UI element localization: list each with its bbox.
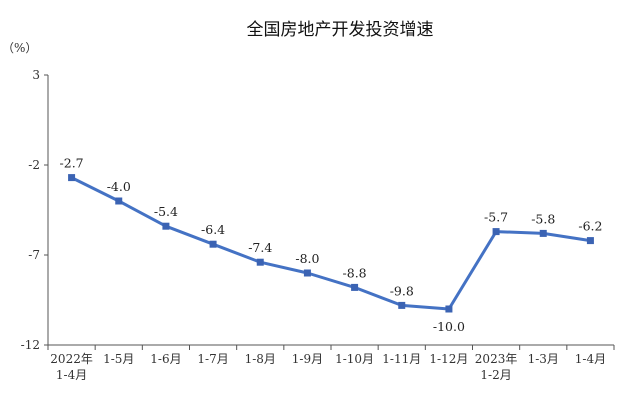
data-point	[162, 222, 170, 230]
x-tick-label-line: 1-3月	[528, 352, 559, 366]
data-point	[209, 240, 217, 248]
x-tick-label-line: 1-8月	[245, 352, 276, 366]
x-tick-label: 1-9月	[292, 352, 323, 366]
data-label: -8.0	[295, 251, 319, 266]
y-tick-label: -7	[28, 248, 40, 262]
x-tick-label: 1-11月	[382, 352, 421, 366]
data-point	[115, 197, 123, 205]
data-label: -5.7	[484, 210, 508, 225]
data-point	[68, 174, 76, 182]
data-point	[303, 269, 311, 277]
data-label: -4.0	[107, 179, 131, 194]
chart-title: 全国房地产开发投资增速	[247, 20, 434, 40]
data-point	[586, 237, 594, 245]
data-point	[445, 305, 453, 313]
data-point	[398, 301, 406, 309]
data-label: -9.8	[390, 283, 414, 298]
x-tick-label: 1-3月	[528, 352, 559, 366]
x-axis-ticks: 2022年 1-4月 1-5月 1-6月 1-7月 1-8月 1-9月 1-10月 1-11月 1…	[47, 345, 615, 382]
x-tick-label-line: 1-6月	[150, 352, 181, 366]
data-labels: -2.7 -4.0 -5.4 -6.4 -7.4 -8.0 -8.8 -9.8 -10.0 -5.…	[60, 156, 603, 334]
x-tick-label: 2022年 1-4月	[50, 352, 93, 382]
data-point	[539, 229, 547, 237]
data-point	[256, 258, 264, 266]
x-tick-label-line: 1-12月	[429, 352, 468, 366]
data-label: -6.4	[201, 222, 225, 237]
x-tick-label-line: 1-5月	[103, 352, 134, 366]
x-tick-label-line: 2022年	[50, 352, 93, 366]
data-label: -5.4	[154, 204, 178, 219]
data-point	[492, 228, 500, 236]
x-tick-label-line: 1-11月	[382, 352, 421, 366]
series-group	[68, 174, 594, 313]
data-label: -8.8	[343, 265, 367, 280]
y-axis-unit-label: （%）	[2, 41, 37, 55]
data-point	[351, 283, 359, 291]
x-tick-label-line: 1-4月	[575, 352, 606, 366]
y-tick-label: -2	[28, 158, 40, 172]
data-label: -2.7	[60, 156, 84, 171]
y-tick-label: -12	[21, 338, 40, 352]
x-tick-label-line: 1-9月	[292, 352, 323, 366]
x-tick-label: 1-5月	[103, 352, 134, 366]
x-tick-label-line: 1-2月	[480, 368, 511, 382]
data-label: -7.4	[248, 240, 272, 255]
x-tick-label-line: 1-4月	[56, 368, 87, 382]
x-tick-label: 1-4月	[575, 352, 606, 366]
x-tick-label: 1-8月	[245, 352, 276, 366]
x-tick-label: 1-12月	[429, 352, 468, 366]
x-tick-label-line: 1-7月	[197, 352, 228, 366]
series-line	[70, 176, 591, 311]
x-tick-label-line: 2023年	[475, 352, 518, 366]
data-label: -5.8	[531, 211, 555, 226]
data-label: -6.2	[578, 219, 602, 234]
x-tick-label: 2023年 1-2月	[475, 352, 518, 382]
x-tick-label: 1-7月	[197, 352, 228, 366]
x-tick-label-line: 1-10月	[335, 352, 374, 366]
y-axis-ticks: 3 -2 -7 -12	[21, 68, 48, 352]
x-tick-label: 1-10月	[335, 352, 374, 366]
data-label: -10.0	[433, 319, 465, 334]
y-tick-label: 3	[32, 68, 40, 82]
x-tick-label: 1-6月	[150, 352, 181, 366]
